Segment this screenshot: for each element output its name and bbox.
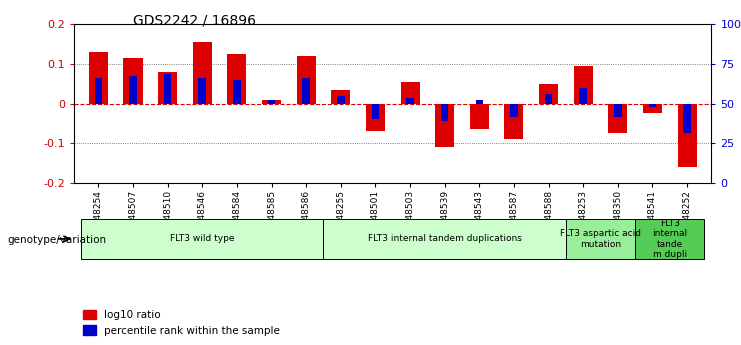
Bar	[262, 100, 281, 104]
Bar	[505, 104, 523, 139]
Text: FLT3
internal
tande
m dupli: FLT3 internal tande m dupli	[652, 219, 688, 259]
Bar	[268, 100, 276, 104]
Bar	[158, 72, 177, 103]
Bar	[124, 58, 142, 104]
Bar	[95, 78, 102, 104]
Bar	[608, 104, 628, 133]
Bar	[193, 42, 212, 104]
Bar	[614, 104, 622, 117]
Bar	[81, 219, 324, 259]
Bar	[89, 52, 108, 104]
Bar	[233, 80, 241, 104]
Bar	[296, 56, 316, 104]
Bar	[227, 54, 247, 104]
Bar	[648, 104, 657, 108]
Bar	[635, 219, 705, 259]
Bar	[371, 104, 379, 119]
Bar	[129, 76, 137, 104]
Bar	[683, 104, 691, 133]
Bar	[366, 104, 385, 131]
Bar	[545, 93, 552, 104]
Bar	[566, 219, 635, 259]
Bar	[401, 82, 419, 104]
Bar	[510, 104, 518, 117]
Bar	[441, 104, 448, 121]
Bar	[164, 74, 171, 104]
Bar	[574, 66, 593, 104]
Bar	[539, 84, 558, 104]
Text: genotype/variation: genotype/variation	[7, 235, 107, 245]
Text: FLT3 wild type: FLT3 wild type	[170, 234, 234, 244]
Text: FLT3 internal tandem duplications: FLT3 internal tandem duplications	[368, 234, 522, 244]
Bar	[406, 98, 414, 104]
Bar	[435, 104, 454, 147]
Bar	[302, 78, 310, 104]
Bar	[579, 88, 587, 103]
Bar	[199, 78, 206, 104]
Text: FLT3 aspartic acid
mutation: FLT3 aspartic acid mutation	[560, 229, 641, 249]
Text: GDS2242 / 16896: GDS2242 / 16896	[133, 14, 256, 28]
Bar	[470, 104, 489, 129]
Bar	[643, 104, 662, 114]
Bar	[337, 96, 345, 104]
Bar	[677, 104, 697, 167]
Legend: log10 ratio, percentile rank within the sample: log10 ratio, percentile rank within the …	[79, 306, 285, 340]
Bar	[331, 90, 350, 104]
Bar	[324, 219, 566, 259]
Bar	[476, 100, 483, 104]
